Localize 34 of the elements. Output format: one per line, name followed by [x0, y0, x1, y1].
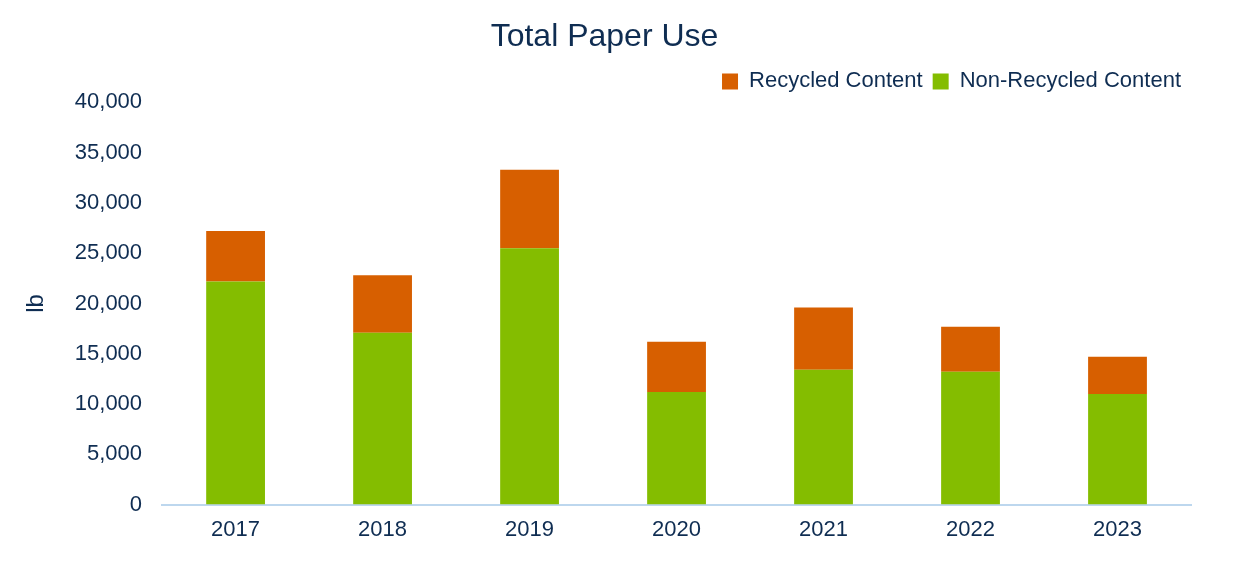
y-tick-label: 0 — [129, 490, 143, 516]
legend-label: Recycled Content — [749, 67, 923, 93]
x-tick-label: 2022 — [946, 515, 995, 541]
y-tick-label: 25,000 — [74, 239, 143, 265]
y-tick-label: 35,000 — [74, 138, 143, 164]
x-tick-label: 2019 — [505, 515, 555, 541]
bar — [353, 332, 412, 505]
y-tick-label: 40,000 — [74, 88, 143, 114]
y-axis-title: lb — [21, 294, 49, 313]
bar — [500, 169, 559, 249]
x-tick-label: 2017 — [211, 515, 261, 541]
bar — [647, 341, 706, 392]
bar — [353, 275, 412, 333]
bar — [941, 326, 1000, 372]
bar — [500, 248, 559, 505]
bar — [1088, 356, 1147, 394]
y-tick-label: 15,000 — [74, 339, 143, 365]
bar — [647, 391, 706, 505]
bar — [206, 231, 265, 282]
y-tick-label: 5,000 — [87, 440, 143, 466]
x-tick-label: 2021 — [799, 515, 849, 541]
y-tick-label: 10,000 — [74, 390, 143, 416]
x-tick-label: 2018 — [358, 515, 408, 541]
x-tick-label: 2023 — [1093, 515, 1142, 541]
legend-label: Non-Recycled Content — [959, 67, 1182, 93]
x-tick-label: 2020 — [652, 515, 702, 541]
chart-title: Total Paper Use — [490, 17, 719, 54]
bar — [941, 371, 1000, 505]
bar — [1088, 394, 1147, 505]
bar — [794, 307, 853, 370]
bar — [206, 281, 265, 505]
y-tick-label: 20,000 — [74, 289, 143, 315]
bar — [794, 369, 853, 505]
y-tick-label: 30,000 — [74, 189, 143, 215]
